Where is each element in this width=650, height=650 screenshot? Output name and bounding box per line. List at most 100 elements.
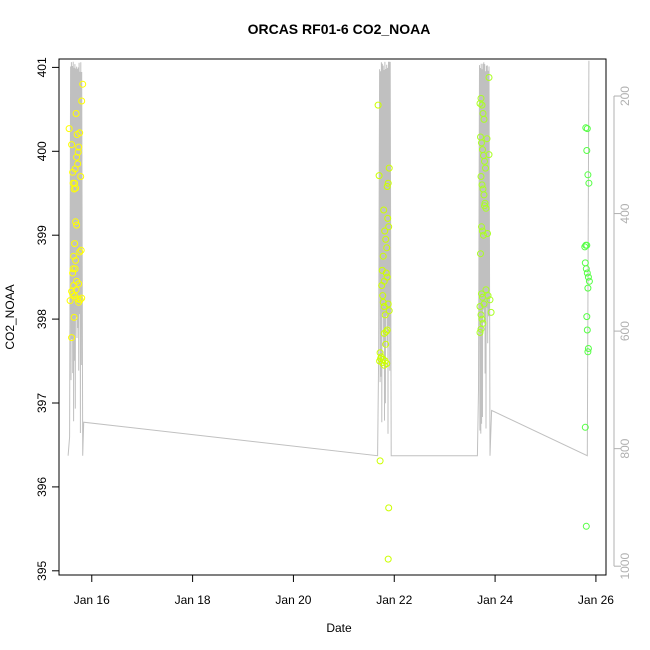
data-point: [73, 131, 81, 138]
data-point: [68, 334, 76, 342]
data-point: [78, 294, 86, 302]
data-point: [585, 277, 593, 285]
data-point: [72, 286, 80, 294]
y-tick-label: 395: [35, 560, 49, 580]
data-point: [374, 101, 382, 109]
data-point: [585, 179, 593, 187]
data-point: [381, 227, 389, 235]
data-point: [477, 94, 485, 102]
data-point: [584, 273, 592, 281]
data-point: [76, 296, 84, 304]
data-point: [485, 74, 493, 81]
y2-tick-label: 400: [618, 203, 632, 223]
data-point: [477, 173, 485, 180]
data-point: [478, 315, 486, 323]
data-point: [65, 125, 73, 133]
data-point: [484, 230, 491, 237]
data-point: [384, 555, 392, 563]
data-point: [476, 100, 484, 107]
y-tick-label: 400: [35, 141, 49, 161]
data-point: [385, 223, 393, 231]
data-point: [385, 504, 393, 512]
data-point: [385, 307, 393, 315]
data-point: [483, 135, 491, 143]
data-point: [76, 248, 84, 256]
plot-frame: [58, 58, 607, 576]
data-point: [69, 290, 77, 298]
data-point: [477, 250, 484, 258]
data-point: [384, 214, 392, 222]
data-point: [79, 80, 87, 88]
data-point: [384, 300, 392, 308]
data-point: [381, 311, 389, 319]
data-point: [72, 218, 80, 226]
data-point: [77, 246, 85, 254]
data-point: [72, 256, 80, 264]
data-point: [70, 313, 78, 321]
data-point: [482, 286, 490, 294]
data-point: [476, 329, 484, 336]
data-point: [383, 183, 391, 190]
data-point: [380, 206, 388, 214]
data-point: [379, 292, 387, 300]
data-point: [74, 148, 82, 156]
x-axis: Jan 16 Jan 18 Jan 20 Jan 22 Jan 24 Jan 26: [74, 574, 614, 607]
data-point: [476, 303, 484, 310]
data-point: [72, 110, 80, 117]
y-tick-label: 397: [35, 393, 49, 413]
data-points-layer: [65, 74, 593, 563]
data-point: [382, 235, 390, 243]
y-axis-left: 395 396 397 398 399 400 401: [35, 57, 60, 581]
data-point: [75, 143, 83, 151]
data-point: [480, 191, 488, 199]
data-point: [478, 101, 486, 109]
data-point: [379, 252, 387, 260]
data-point: [477, 325, 485, 333]
data-point: [479, 319, 487, 327]
data-point: [582, 265, 590, 273]
y-axis-label: CO2_NOAA: [3, 284, 17, 349]
data-point: [584, 171, 592, 179]
data-point: [74, 160, 82, 168]
data-point: [78, 97, 86, 105]
data-point: [583, 269, 591, 277]
data-point: [481, 199, 489, 207]
data-point: [486, 296, 494, 304]
data-point: [477, 311, 485, 319]
data-point: [481, 202, 488, 210]
pressure-line-layer: [67, 60, 590, 457]
data-point: [584, 284, 592, 292]
data-point: [68, 141, 76, 149]
data-point: [583, 125, 591, 133]
pressure-line: [67, 60, 590, 457]
data-point: [70, 252, 78, 260]
data-point: [581, 243, 589, 251]
x-tick-label: Jan 20: [275, 593, 311, 607]
data-point: [69, 269, 77, 277]
data-point: [382, 340, 390, 348]
data-point: [72, 184, 80, 192]
data-point: [384, 179, 392, 187]
x-axis-label: Date: [326, 621, 352, 635]
y2-tick-label: 200: [618, 86, 632, 106]
data-point: [480, 115, 488, 123]
data-point: [71, 240, 79, 248]
data-point: [77, 173, 85, 180]
data-point: [66, 297, 74, 305]
data-point: [584, 348, 592, 356]
y2-tick-label: 800: [618, 438, 632, 458]
data-point: [480, 231, 487, 239]
data-point: [584, 345, 592, 352]
data-point: [375, 172, 383, 180]
data-point: [378, 266, 386, 274]
x-tick-label: Jan 26: [578, 593, 614, 607]
data-point: [379, 298, 387, 306]
data-point: [481, 157, 488, 165]
data-point: [582, 522, 590, 530]
data-point: [382, 328, 390, 336]
chart-title: ORCAS RF01-6 CO2_NOAA: [248, 21, 431, 37]
y-axis-right: 200 400 600 800 1000: [613, 86, 632, 580]
data-point: [583, 241, 591, 249]
data-point: [487, 308, 495, 316]
